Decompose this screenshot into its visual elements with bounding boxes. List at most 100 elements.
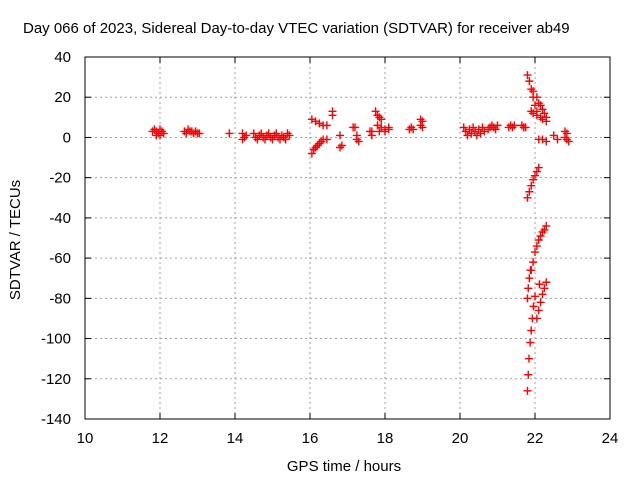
data-point-marker xyxy=(459,123,468,132)
data-point-marker xyxy=(407,123,416,132)
data-point-marker xyxy=(371,107,380,116)
data-point-marker xyxy=(377,115,386,124)
data-point-marker xyxy=(527,85,536,94)
data-point-marker xyxy=(352,135,361,144)
data-point-marker xyxy=(285,131,294,140)
data-point-marker xyxy=(521,123,530,132)
data-point-marker xyxy=(328,111,337,120)
data-point-marker xyxy=(257,129,266,138)
data-point-marker xyxy=(508,123,517,132)
data-point-marker xyxy=(491,125,500,134)
data-point-marker xyxy=(536,101,545,110)
y-tick-label: -140 xyxy=(41,411,71,428)
data-point-marker xyxy=(283,129,292,138)
chart-title: Day 066 of 2023, Sidereal Day-to-day VTE… xyxy=(23,20,570,37)
data-point-marker xyxy=(381,127,389,136)
data-point-marker xyxy=(527,107,536,116)
data-point-marker xyxy=(529,258,538,267)
data-point-marker xyxy=(517,121,526,130)
data-point-marker xyxy=(493,121,502,130)
data-point-marker xyxy=(538,227,547,236)
data-point-marker xyxy=(532,314,541,323)
data-point-marker xyxy=(311,143,320,152)
data-point-marker xyxy=(322,121,331,130)
data-point-marker xyxy=(527,326,536,335)
data-point-marker xyxy=(529,175,538,184)
data-point-marker xyxy=(527,181,536,190)
data-point-marker xyxy=(255,131,264,140)
data-point-marker xyxy=(526,266,535,275)
data-point-marker xyxy=(538,115,547,124)
data-point-marker xyxy=(225,129,234,138)
data-point-marker xyxy=(156,131,164,140)
data-point-marker xyxy=(484,125,493,134)
data-point-marker xyxy=(525,274,534,283)
data-point-marker xyxy=(471,127,479,136)
y-tick-label: -20 xyxy=(49,170,71,187)
data-point-marker xyxy=(184,125,193,134)
data-point-marker xyxy=(536,298,545,307)
data-point-marker xyxy=(377,123,386,132)
data-point-marker xyxy=(261,135,269,144)
data-point-marker xyxy=(191,127,200,136)
data-point-marker xyxy=(307,115,316,124)
data-point-marker xyxy=(272,129,281,138)
data-point-marker xyxy=(351,123,359,132)
data-point-marker xyxy=(561,133,569,142)
data-point-marker xyxy=(281,135,290,144)
data-point-marker xyxy=(238,135,247,144)
data-point-marker xyxy=(531,292,539,301)
data-point-marker xyxy=(337,141,346,150)
data-point-marker xyxy=(157,127,166,136)
data-point-marker xyxy=(534,163,543,172)
data-point-marker xyxy=(480,127,489,136)
data-point-marker xyxy=(313,141,322,150)
data-point-marker xyxy=(264,129,273,138)
data-point-marker xyxy=(266,133,275,142)
plot-area-frame xyxy=(84,56,611,420)
x-tick-label: 14 xyxy=(227,430,244,447)
data-point-marker xyxy=(529,302,538,311)
x-axis-tick-labels: 10 12 14 16 18 20 22 24 xyxy=(77,430,619,447)
data-point-marker xyxy=(418,123,427,132)
data-point-marker xyxy=(367,127,376,136)
data-point-marker xyxy=(538,290,547,299)
data-point-marker xyxy=(478,123,487,132)
data-point-marker xyxy=(534,236,543,245)
data-point-marker xyxy=(532,111,541,120)
y-tick-label: -120 xyxy=(41,371,71,388)
data-point-marker xyxy=(240,133,249,142)
data-point-marker xyxy=(524,284,533,293)
data-point-marker xyxy=(159,129,168,138)
y-axis-tick-labels: 40 20 0 -20 -40 -60 -80 -100 -120 -140 xyxy=(41,49,71,428)
y-tick-label: -60 xyxy=(49,250,71,267)
data-point-marker xyxy=(524,370,533,379)
data-point-marker xyxy=(553,135,562,144)
y-tick-label: 40 xyxy=(54,49,71,66)
data-point-marker xyxy=(489,123,498,132)
x-tick-label: 20 xyxy=(452,430,469,447)
data-point-marker xyxy=(336,131,344,140)
data-point-marker xyxy=(538,135,547,144)
data-point-marker xyxy=(531,171,539,180)
data-point-marker xyxy=(461,127,470,136)
data-point-marker xyxy=(525,77,534,86)
data-point-marker xyxy=(532,242,541,251)
y-axis-label: SDTVAR / TECUs xyxy=(7,180,24,300)
x-tick-label: 10 xyxy=(77,430,94,447)
x-tick-label: 22 xyxy=(527,430,544,447)
data-point-marker xyxy=(268,135,277,144)
data-point-marker xyxy=(542,221,551,230)
y-tick-label: -100 xyxy=(41,331,71,348)
data-point-marker xyxy=(262,131,271,140)
data-point-marker xyxy=(474,125,483,134)
data-point-marker xyxy=(564,137,573,146)
data-point-marker xyxy=(535,280,544,289)
data-point-marker xyxy=(322,135,331,144)
data-point-marker xyxy=(540,284,549,293)
data-point-marker xyxy=(277,131,286,140)
data-point-marker xyxy=(536,231,545,240)
data-point-marker xyxy=(529,87,538,96)
x-tick-label: 24 xyxy=(602,430,619,447)
